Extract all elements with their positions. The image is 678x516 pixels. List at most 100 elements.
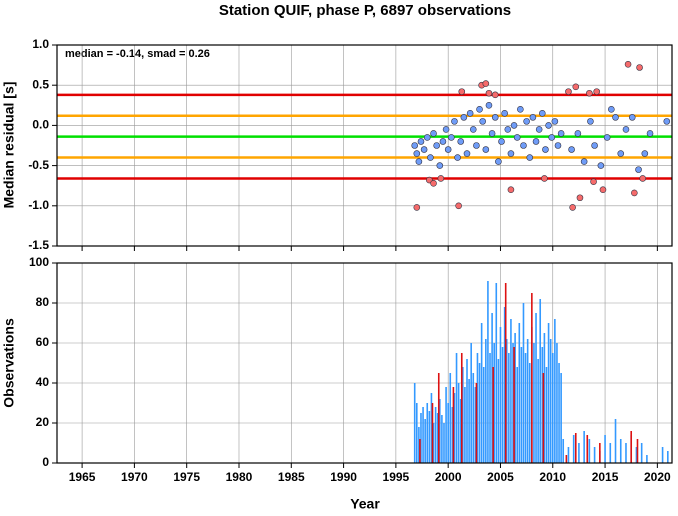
- data-point: [635, 166, 642, 173]
- bar: [533, 343, 535, 463]
- bar: [459, 399, 462, 463]
- data-point: [551, 118, 559, 125]
- data-point: [548, 134, 556, 141]
- data-point: [430, 130, 437, 137]
- y-tick-label: 0.0: [32, 118, 49, 132]
- bar: [489, 353, 491, 463]
- y-tick-label: 100: [29, 255, 49, 269]
- data-point: [568, 146, 575, 153]
- x-tick-label: 1965: [69, 470, 96, 484]
- bar: [482, 367, 485, 463]
- bar: [578, 443, 580, 463]
- data-point: [442, 126, 450, 133]
- data-point: [415, 158, 423, 165]
- bar: [493, 343, 495, 463]
- data-point: [565, 88, 572, 95]
- bar: [439, 399, 441, 463]
- bar: [512, 343, 514, 463]
- bar: [422, 407, 424, 463]
- bar: [542, 373, 545, 463]
- bar: [499, 327, 502, 463]
- data-point: [545, 122, 552, 129]
- bar: [625, 443, 627, 463]
- data-point: [485, 102, 493, 109]
- bar: [593, 447, 596, 463]
- bar: [526, 339, 529, 463]
- data-point: [593, 88, 600, 95]
- data-point: [628, 114, 636, 121]
- bar: [549, 339, 552, 463]
- bar: [661, 447, 664, 463]
- data-point: [455, 202, 462, 210]
- data-point: [535, 126, 543, 133]
- bar: [539, 299, 542, 463]
- data-point: [529, 114, 537, 121]
- data-point: [491, 91, 499, 99]
- bar: [531, 293, 533, 463]
- bar: [485, 339, 487, 463]
- data-point: [460, 114, 468, 121]
- bar: [505, 339, 508, 463]
- data-point: [479, 118, 486, 125]
- bar: [468, 379, 470, 463]
- data-point: [517, 106, 524, 113]
- data-point: [491, 114, 499, 121]
- bar: [503, 307, 506, 463]
- data-point: [599, 186, 607, 194]
- bar: [537, 359, 539, 463]
- data-point: [646, 130, 654, 137]
- bar: [518, 323, 521, 463]
- data-point: [501, 110, 508, 117]
- data-point: [473, 142, 480, 149]
- bar: [583, 431, 585, 463]
- data-point: [663, 118, 671, 125]
- data-point: [458, 88, 466, 95]
- bar: [567, 447, 570, 463]
- data-point: [482, 80, 490, 87]
- bar: [480, 323, 483, 463]
- bar: [516, 367, 519, 463]
- data-point: [507, 186, 515, 194]
- bar: [472, 373, 475, 463]
- bar: [588, 439, 591, 463]
- annotation: median = -0.14, smad = 0.26: [65, 48, 210, 60]
- bar: [424, 419, 426, 463]
- bar: [572, 435, 575, 463]
- y-tick-label: 0.5: [32, 77, 49, 91]
- data-point: [542, 146, 549, 153]
- data-point: [454, 154, 461, 161]
- plot-frame: [56, 44, 673, 247]
- data-point: [436, 162, 444, 169]
- x-tick-label: 2015: [592, 470, 619, 484]
- x-tick-label: 2000: [435, 470, 462, 484]
- bar: [609, 443, 612, 463]
- bar: [646, 455, 648, 463]
- bar: [554, 319, 556, 463]
- data-point: [466, 110, 474, 117]
- data-point: [413, 204, 421, 211]
- bar: [415, 403, 418, 463]
- data-point: [636, 64, 643, 71]
- bar: [545, 367, 548, 463]
- bar: [487, 281, 489, 463]
- bar: [495, 283, 498, 463]
- data-point: [532, 138, 540, 145]
- data-point: [437, 175, 445, 182]
- bar: [453, 393, 456, 463]
- data-point: [488, 130, 496, 137]
- bar: [426, 403, 429, 463]
- data-point: [430, 179, 437, 187]
- bar: [604, 435, 606, 463]
- x-tick-label: 1985: [278, 470, 305, 484]
- data-point: [574, 130, 582, 137]
- bar: [460, 353, 463, 463]
- bar: [418, 427, 420, 463]
- bar: [599, 443, 601, 463]
- data-point: [451, 118, 458, 125]
- bar: [535, 313, 537, 463]
- bar: [635, 447, 638, 463]
- x-tick-label: 1970: [121, 470, 148, 484]
- data-point: [526, 154, 534, 161]
- plot-frame: [56, 262, 673, 464]
